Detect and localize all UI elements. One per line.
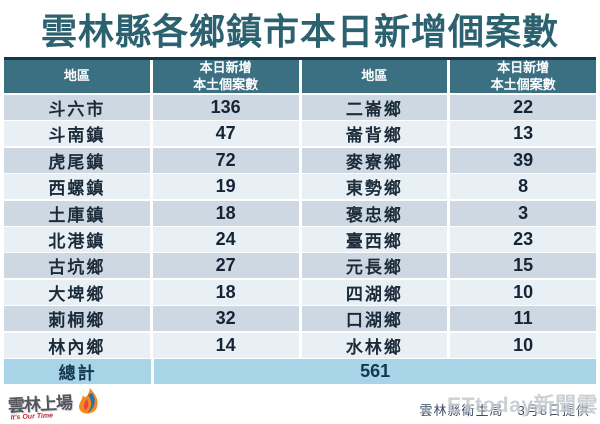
value-cell: 19	[152, 174, 299, 200]
region-cell: 水林鄉	[301, 332, 448, 358]
table-header-row: 地區 本日新增 本土個案數 地區 本日新增 本土個案數	[4, 57, 596, 93]
region-cell: 大埤鄉	[4, 279, 150, 305]
region-cell: 崙背鄉	[301, 121, 448, 147]
region-cell: 口湖鄉	[301, 306, 448, 332]
value-cell: 3	[450, 200, 596, 226]
header-region-right: 地區	[301, 60, 448, 93]
source-caption: 雲林縣衛生局 3月8日提供	[419, 403, 590, 418]
region-cell: 西螺鎮	[4, 174, 150, 200]
value-cell: 23	[450, 226, 596, 252]
region-cell: 斗六市	[4, 95, 150, 120]
value-cell: 47	[152, 121, 299, 147]
table-row: 林內鄉 14 水林鄉 10	[4, 332, 596, 358]
region-cell: 褒忠鄉	[301, 200, 448, 226]
flame-icon	[74, 387, 102, 422]
value-cell: 10	[450, 279, 596, 305]
region-cell: 虎尾鎮	[4, 147, 150, 173]
value-cell: 32	[152, 306, 299, 332]
yunlin-logo: 雲林上場 It's Our Time	[8, 387, 102, 422]
table-row: 土庫鎮 18 褒忠鄉 3	[4, 200, 596, 226]
table-total-row: 總計 561	[4, 358, 596, 384]
total-label: 總計	[4, 358, 152, 384]
value-cell: 11	[450, 306, 596, 332]
value-cell: 72	[152, 147, 299, 173]
region-cell: 北港鎮	[4, 226, 150, 252]
value-cell: 10	[450, 332, 596, 358]
region-cell: 莿桐鄉	[4, 306, 150, 332]
table-row: 莿桐鄉 32 口湖鄉 11	[4, 306, 596, 332]
value-cell: 22	[450, 95, 596, 120]
header-region-left: 地區	[4, 60, 150, 93]
region-cell: 臺西鄉	[301, 226, 448, 252]
region-cell: 土庫鎮	[4, 200, 150, 226]
region-cell: 麥寮鄉	[301, 147, 448, 173]
region-cell: 林內鄉	[4, 332, 150, 358]
region-cell: 古坑鄉	[4, 253, 150, 279]
region-cell: 二崙鄉	[301, 95, 448, 120]
value-cell: 18	[152, 200, 299, 226]
region-cell: 四湖鄉	[301, 279, 448, 305]
value-cell: 27	[152, 253, 299, 279]
value-cell: 8	[450, 174, 596, 200]
value-cell: 24	[152, 226, 299, 252]
region-cell: 斗南鎮	[4, 121, 150, 147]
value-cell: 14	[152, 332, 299, 358]
footer: 雲林上場 It's Our Time 雲林縣衛生局 3月8日提供 ETtoday…	[0, 385, 600, 424]
total-value: 561	[154, 358, 596, 384]
table-row: 西螺鎮 19 東勢鄉 8	[4, 174, 596, 200]
logo-subtext: It's Our Time	[10, 411, 54, 422]
value-cell: 13	[450, 121, 596, 147]
table-row: 大埤鄉 18 四湖鄉 10	[4, 279, 596, 305]
table-row: 斗南鎮 47 崙背鄉 13	[4, 121, 596, 147]
page-title: 雲林縣各鄉鎮市本日新增個案數	[40, 11, 559, 52]
table-body: 斗六市 136 二崙鄉 22 斗南鎮 47 崙背鄉 13 虎尾鎮 72 麥寮鄉 39 西螺鎮 19 東勢鄉 8…	[4, 95, 596, 358]
table-row: 斗六市 136 二崙鄉 22	[4, 95, 596, 120]
value-cell: 39	[450, 147, 596, 173]
region-cell: 元長鄉	[301, 253, 448, 279]
header-cases-right: 本日新增 本土個案數	[450, 60, 596, 93]
table-row: 古坑鄉 27 元長鄉 15	[4, 253, 596, 279]
header-cases-left: 本日新增 本土個案數	[152, 60, 299, 93]
logo-text: 雲林上場	[7, 392, 73, 416]
table-row: 北港鎮 24 臺西鄉 23	[4, 226, 596, 252]
region-cell: 東勢鄉	[301, 174, 448, 200]
table-row: 虎尾鎮 72 麥寮鄉 39	[4, 147, 596, 173]
value-cell: 18	[152, 279, 299, 305]
cases-table: 地區 本日新增 本土個案數 地區 本日新增 本土個案數 斗六市 136 二崙鄉 22 斗…	[4, 57, 596, 384]
ettoday-watermark: ETtoday新聞雲	[447, 394, 598, 417]
value-cell: 136	[152, 95, 299, 120]
value-cell: 15	[450, 253, 596, 279]
